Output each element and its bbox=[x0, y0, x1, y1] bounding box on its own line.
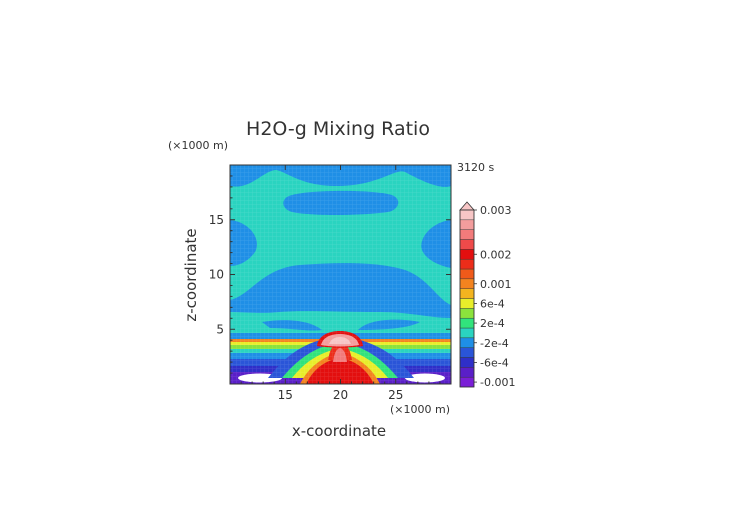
colorbar-swatch bbox=[459, 376, 475, 388]
colorbar-swatch bbox=[459, 219, 475, 230]
colorbar-swatch bbox=[459, 258, 475, 270]
colorbar-frame bbox=[459, 209, 475, 388]
colorbar-swatch bbox=[459, 347, 475, 358]
colorbar-tick-label: 0.003 bbox=[480, 204, 512, 217]
colorbar-tick-label: -2e-4 bbox=[480, 337, 509, 350]
colorbar-swatch bbox=[459, 249, 475, 260]
colorbar-tick-label: 2e-4 bbox=[480, 317, 505, 330]
colorbar-swatch bbox=[459, 367, 475, 378]
colorbar-swatch bbox=[459, 337, 475, 348]
x-tick-label: 25 bbox=[388, 388, 403, 402]
x-tick-label: 20 bbox=[333, 388, 348, 402]
colorbar-swatch bbox=[459, 327, 475, 339]
y-axis: 5 10 15 bbox=[209, 164, 451, 385]
colorbar-cap bbox=[459, 201, 475, 211]
x-axis-label: x-coordinate bbox=[292, 422, 386, 440]
chart-title: H2O-g Mixing Ratio bbox=[246, 118, 430, 140]
colorbar-swatch bbox=[459, 317, 475, 329]
colorbar-swatch bbox=[459, 308, 475, 319]
colorbar-tick-label: 6e-4 bbox=[480, 297, 505, 310]
colorbar-tick-label: 0.002 bbox=[480, 248, 512, 261]
colorbar-swatch bbox=[459, 209, 475, 221]
colorbar-swatch bbox=[459, 229, 475, 240]
y-axis-label: z-coordinate bbox=[182, 228, 200, 321]
colorbar-swatch bbox=[459, 357, 475, 368]
y-unit-label: (×1000 m) bbox=[168, 139, 228, 152]
colorbar: 0.003 0.002 0.001 6e-4 2e-4 -2e-4 -6e-4 -0.001 bbox=[459, 201, 515, 389]
colorbar-swatch bbox=[459, 239, 475, 250]
colorbar-tick-label: 0.001 bbox=[480, 278, 512, 291]
y-tick-label: 5 bbox=[216, 322, 224, 336]
colorbar-swatch bbox=[459, 288, 475, 299]
x-unit-label: (×1000 m) bbox=[390, 403, 450, 416]
colorbar-swatch bbox=[459, 298, 475, 309]
time-label: 3120 s bbox=[457, 161, 494, 174]
x-tick-label: 15 bbox=[278, 388, 293, 402]
colorbar-swatch bbox=[459, 268, 475, 280]
y-tick-label: 15 bbox=[209, 213, 224, 227]
grid-texture bbox=[230, 165, 451, 384]
colorbar-tick-label: -6e-4 bbox=[480, 356, 509, 369]
y-tick-label: 10 bbox=[209, 268, 224, 282]
contour-plot bbox=[230, 165, 451, 384]
x-axis: 15 20 25 bbox=[229, 165, 452, 402]
colorbar-swatch bbox=[459, 278, 475, 289]
colorbar-tick-label: -0.001 bbox=[480, 376, 515, 389]
